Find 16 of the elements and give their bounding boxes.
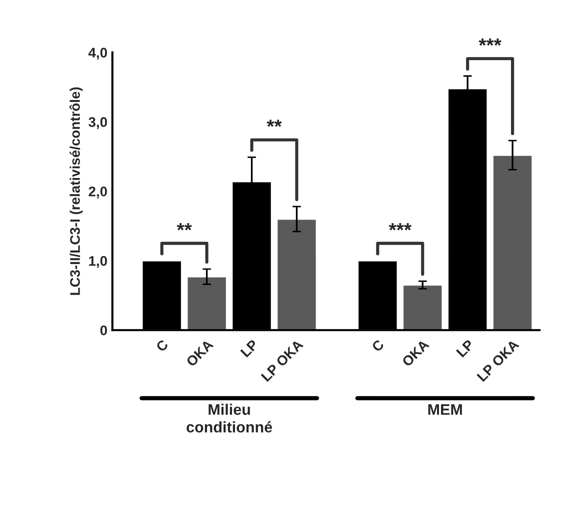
annotation: ** bbox=[266, 120, 282, 127]
y-tick-label: 1,0 bbox=[89, 256, 107, 268]
y-axis-title: LC3-II/LC3-I (relativisé/contrôle) bbox=[69, 87, 83, 295]
annotation: ** bbox=[176, 223, 192, 230]
x-tick-label: LP bbox=[456, 339, 474, 358]
text: Milieu conditionné bbox=[186, 404, 272, 432]
annotation: *** bbox=[388, 223, 412, 230]
x-tick-label: LP bbox=[240, 339, 259, 358]
y-tick-label: 0 bbox=[100, 325, 107, 336]
y-tick-label: 4,0 bbox=[88, 48, 107, 60]
y-tick-label: 2,0 bbox=[88, 186, 107, 198]
text: MEM bbox=[428, 404, 462, 415]
text: *** bbox=[478, 38, 502, 46]
y-tick-label: 3,0 bbox=[88, 117, 107, 130]
x-tick-label: C bbox=[371, 338, 385, 352]
x-tick-label: C bbox=[155, 338, 169, 352]
